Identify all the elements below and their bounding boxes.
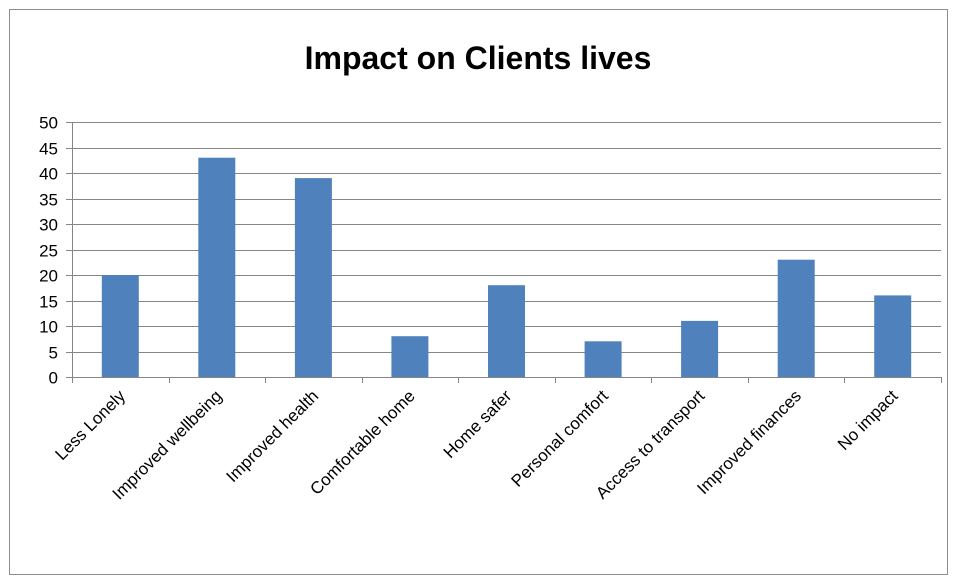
- y-tick-label: 35: [39, 191, 58, 210]
- bar: [101, 275, 139, 377]
- x-tick-label: Improved finances: [693, 386, 805, 498]
- bar: [584, 341, 622, 377]
- bar: [294, 178, 332, 377]
- bar: [391, 336, 429, 377]
- bar: [874, 295, 912, 377]
- bars: [101, 157, 912, 377]
- x-tick-label: Comfortable home: [306, 386, 418, 498]
- x-tick-label: Improved wellbeing: [109, 386, 226, 503]
- x-tick-label: Improved health: [223, 386, 323, 486]
- bar: [777, 259, 815, 377]
- y-tick-label: 25: [39, 242, 58, 261]
- x-tick-label: Personal comfort: [508, 386, 612, 490]
- y-tick-label: 5: [49, 344, 58, 363]
- x-tick-label: Home safer: [440, 386, 516, 462]
- bar: [198, 157, 236, 377]
- y-tick-label: 50: [39, 114, 58, 133]
- bar: [488, 285, 525, 377]
- y-tick-label: 20: [39, 267, 58, 286]
- y-tick-label: 15: [39, 293, 58, 312]
- y-tick-label: 0: [49, 369, 58, 388]
- chart-title: Impact on Clients lives: [304, 40, 652, 76]
- axes: [72, 122, 942, 383]
- bar: [681, 320, 719, 377]
- y-tick-label: 40: [39, 165, 58, 184]
- x-tick-label: No impact: [834, 386, 902, 454]
- y-tick-label: 10: [39, 318, 58, 337]
- x-tick-label: Access to transport: [592, 386, 709, 503]
- y-tick-label: 30: [39, 216, 58, 235]
- x-tick-label: Less Lonely: [52, 386, 130, 464]
- y-tick-label: 45: [39, 140, 58, 159]
- y-tick-labels: 0 5 10 15 20 25 30 35 40 45 50: [39, 114, 58, 388]
